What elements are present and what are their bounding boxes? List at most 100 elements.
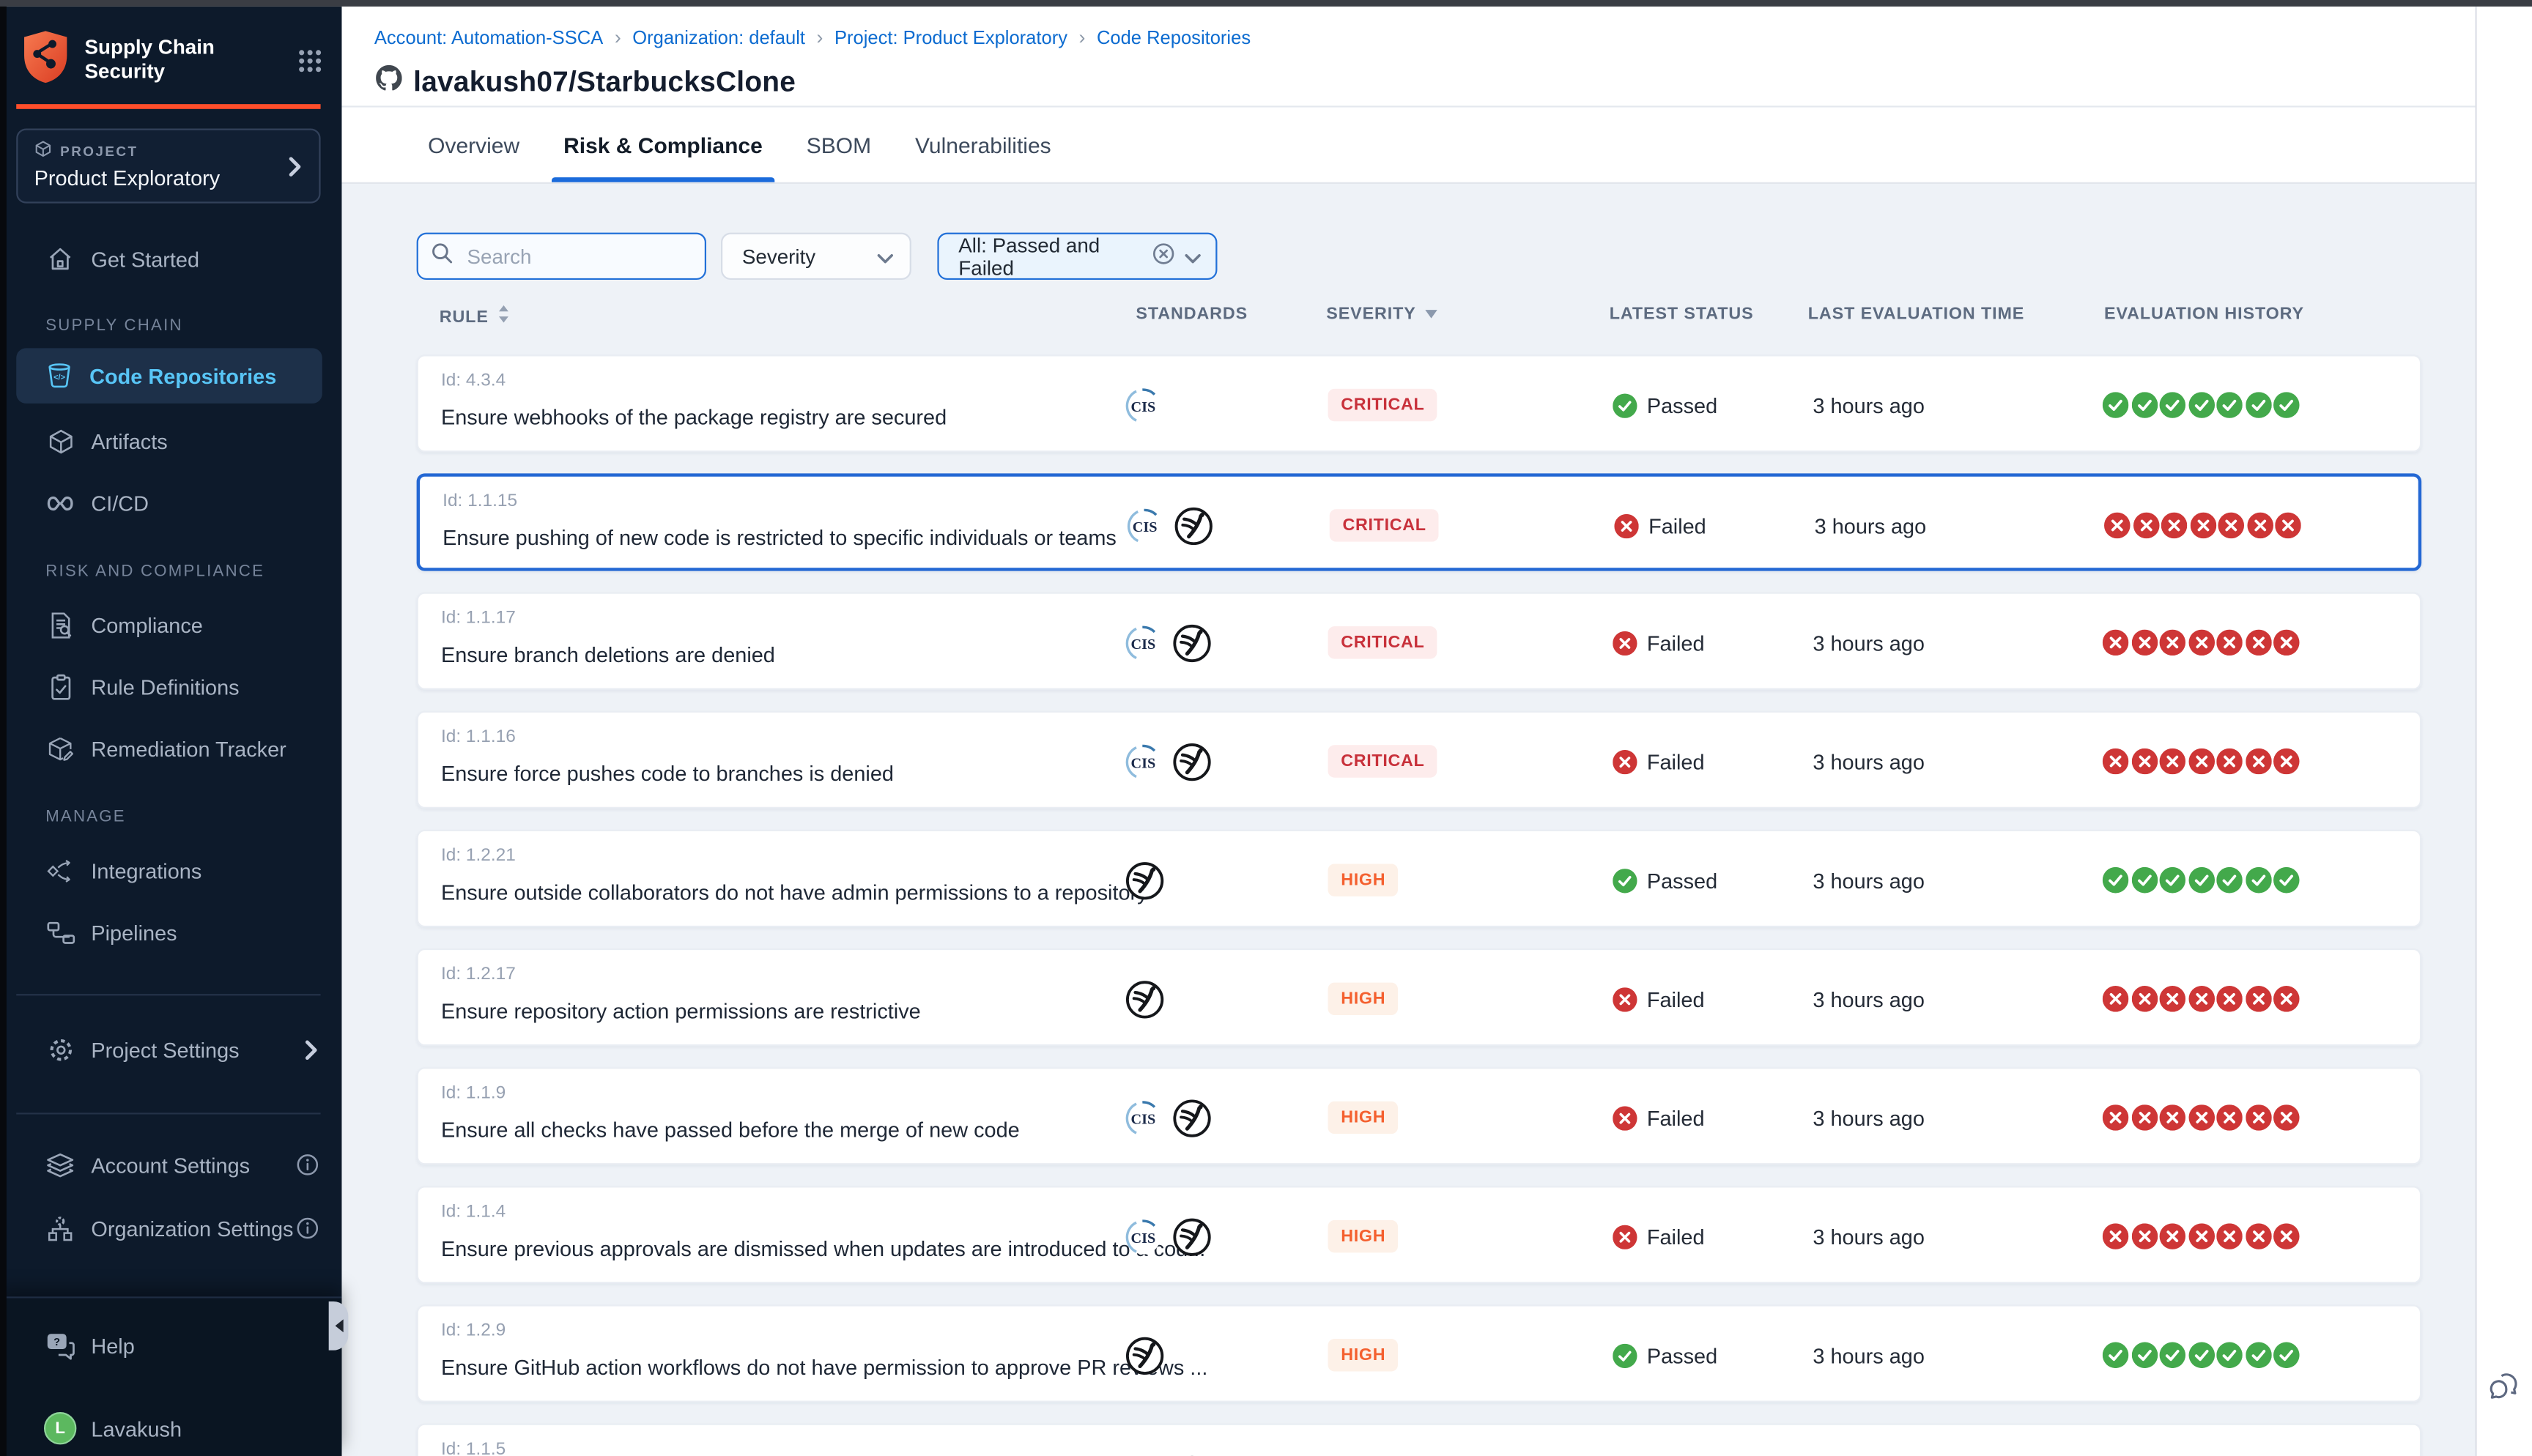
breadcrumb-link[interactable]: Account: Automation-SSCA: [374, 29, 604, 49]
table-row[interactable]: Id: 1.2.21 Ensure outside collaborators d…: [416, 829, 2422, 928]
sidebar-item-remediation-tracker[interactable]: Remediation Tracker: [0, 726, 341, 771]
layers-icon: [44, 1152, 76, 1178]
sidebar-item-organization-settings[interactable]: Organization Settings: [0, 1206, 341, 1251]
history-fail-icon: [2245, 629, 2271, 656]
failed-status-icon: [1613, 1224, 1637, 1249]
sidebar-collapse-handle[interactable]: [328, 1301, 349, 1351]
sidebar-item-compliance[interactable]: Compliance: [0, 602, 341, 647]
collapse-arrow-icon: [334, 1319, 343, 1333]
history-fail-icon: [2131, 748, 2158, 775]
sidebar-item-account-settings[interactable]: Account Settings: [0, 1142, 341, 1187]
status-filter-dropdown[interactable]: All: Passed and Failed: [937, 232, 1218, 281]
rule-id: Id: 1.1.5: [440, 1439, 506, 1456]
severity-badge: HIGH: [1328, 1219, 1399, 1253]
sidebar-item-rule-definitions[interactable]: Rule Definitions: [0, 664, 341, 709]
doc-search-icon: [44, 611, 76, 639]
chat-support-icon[interactable]: [2488, 1370, 2520, 1408]
latest-status-cell: Failed: [1613, 950, 1705, 1047]
info-icon[interactable]: [296, 1154, 319, 1176]
severity-badge: CRITICAL: [1328, 388, 1438, 422]
module-switcher-grid-icon[interactable]: [297, 48, 322, 73]
failed-status-icon: [1613, 749, 1637, 774]
table-row[interactable]: Id: 1.1.15 Ensure pushing of new code is …: [416, 473, 2422, 571]
project-selector[interactable]: PROJECT Product Exploratory: [16, 128, 321, 204]
rules-table-body: Id: 4.3.4 Ensure webhooks of the package …: [416, 354, 2422, 1456]
tab-vulnerabilities[interactable]: Vulnerabilities: [915, 133, 1051, 157]
history-pass-icon: [2216, 866, 2243, 894]
history-pass-icon: [2216, 1342, 2243, 1369]
rule-text: Ensure GitHub action workflows do not ha…: [440, 1355, 1208, 1380]
cis-badge-icon: CIS: [1125, 1099, 1162, 1136]
info-icon[interactable]: [296, 1217, 319, 1239]
history-fail-icon: [2273, 1223, 2300, 1249]
risk-compliance-content: Severity All: Passed and Failed RULE STA…: [341, 184, 2475, 1456]
sidebar-item-artifacts[interactable]: Artifacts: [0, 418, 341, 464]
sidebar-footer: ? Help L Lavakush: [0, 1296, 342, 1456]
owasp-badge-icon: [1125, 978, 1166, 1019]
severity-dropdown[interactable]: Severity: [720, 232, 911, 281]
table-row[interactable]: Id: 4.3.4 Ensure webhooks of the package …: [416, 354, 2422, 453]
breadcrumb: Account: Automation-SSCA › Organization: d…: [374, 28, 1251, 49]
history-fail-icon: [2245, 986, 2271, 1012]
rule-text: Ensure webhooks of the package registry …: [440, 405, 947, 430]
status-label: Passed: [1646, 1342, 1718, 1367]
history-fail-icon: [2245, 1223, 2271, 1249]
help-chat-icon: ?: [44, 1331, 76, 1359]
breadcrumb-link[interactable]: Organization: default: [632, 29, 805, 49]
owasp-badge-icon: [1125, 860, 1166, 901]
home-icon: [44, 245, 76, 272]
breadcrumb-link[interactable]: Code Repositories: [1096, 29, 1251, 49]
sidebar-item-help[interactable]: ? Help: [0, 1323, 341, 1368]
latest-status-cell: Failed: [1613, 594, 1705, 691]
table-row[interactable]: Id: 1.1.17 Ensure branch deletions are de…: [416, 592, 2422, 691]
table-row[interactable]: Id: 1.1.4 Ensure previous approvals are d…: [416, 1186, 2422, 1284]
rule-id: Id: 1.1.17: [440, 608, 516, 628]
column-header-severity[interactable]: SEVERITY: [1326, 304, 1439, 324]
history-fail-icon: [2159, 1104, 2186, 1131]
chevron-down-icon: [1185, 245, 1201, 267]
severity-badge: HIGH: [1328, 982, 1399, 1016]
evaluation-history-cell: [2103, 1425, 2300, 1456]
last-evaluation-time: 3 hours ago: [1813, 987, 1925, 1011]
sidebar-item-pipelines[interactable]: Pipelines: [0, 910, 341, 955]
status-filter-label: All: Passed and Failed: [958, 233, 1100, 279]
latest-status-cell: Failed: [1613, 713, 1705, 810]
breadcrumb-link[interactable]: Project: Product Exploratory: [834, 29, 1067, 49]
passed-status-icon: [1613, 868, 1637, 893]
search-input[interactable]: [464, 243, 682, 270]
clear-filter-icon[interactable]: [1152, 242, 1175, 270]
table-row[interactable]: Id: 1.2.9 Ensure GitHub action workflows …: [416, 1304, 2422, 1404]
history-fail-icon: [2102, 986, 2129, 1012]
svg-text:CIS: CIS: [1131, 1230, 1156, 1246]
history-fail-icon: [2131, 1223, 2158, 1249]
table-header: RULE STANDARDS SEVERITY LATEST STATUS LA…: [341, 304, 2475, 336]
svg-text:?: ?: [53, 1336, 59, 1348]
history-pass-icon: [2273, 1342, 2300, 1369]
sidebar-item-project-settings[interactable]: Project Settings: [0, 1027, 341, 1072]
sidebar-item-user[interactable]: L Lavakush: [0, 1405, 341, 1451]
sidebar-item-ci-cd[interactable]: CI/CD: [0, 480, 341, 525]
sidebar-item-get-started[interactable]: Get Started: [0, 236, 341, 281]
standards-cell: [1125, 1307, 1166, 1404]
user-name: Lavakush: [91, 1416, 182, 1441]
column-header-rule[interactable]: RULE: [440, 304, 511, 328]
column-header-evaluation-history: EVALUATION HISTORY: [2104, 304, 2305, 324]
owasp-badge-icon: [1171, 1216, 1213, 1257]
sidebar-item-code-repositories[interactable]: </> Code Repositories: [16, 348, 322, 404]
table-row[interactable]: Id: 1.1.5CISHIGHFailed3 hours ago: [416, 1423, 2422, 1456]
history-fail-icon: [2216, 1104, 2243, 1131]
tab-sbom[interactable]: SBOM: [806, 133, 872, 157]
history-fail-icon: [2216, 986, 2243, 1012]
cis-badge-icon: CIS: [1126, 507, 1163, 544]
standards-cell: CIS: [1125, 594, 1213, 691]
sidebar-item-integrations[interactable]: Integrations: [0, 847, 341, 893]
tab-overview[interactable]: Overview: [428, 133, 520, 157]
history-fail-icon: [2245, 1104, 2271, 1131]
tab-risk-compliance[interactable]: Risk & Compliance: [552, 108, 775, 182]
table-row[interactable]: Id: 1.1.9 Ensure all checks have passed b…: [416, 1067, 2422, 1165]
rule-id: Id: 1.2.21: [440, 846, 516, 866]
project-cube-icon: [34, 140, 52, 161]
table-row[interactable]: Id: 1.1.16 Ensure force pushes code to br…: [416, 710, 2422, 810]
table-row[interactable]: Id: 1.2.17 Ensure repository action permi…: [416, 948, 2422, 1047]
history-fail-icon: [2161, 512, 2188, 539]
